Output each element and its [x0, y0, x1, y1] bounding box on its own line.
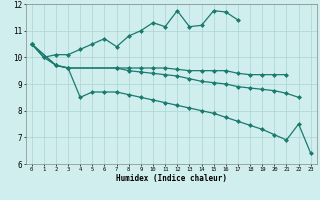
X-axis label: Humidex (Indice chaleur): Humidex (Indice chaleur) — [116, 174, 227, 183]
